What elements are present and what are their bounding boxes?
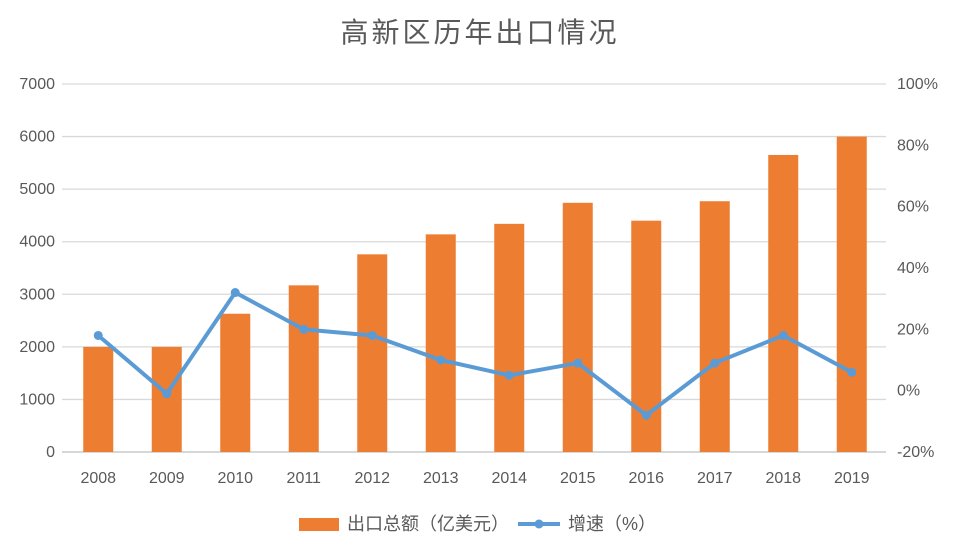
x-axis-label-2013: 2013 <box>423 470 459 487</box>
growth-point-2018 <box>778 330 788 340</box>
left-axis-tick-0: 0 <box>46 444 55 461</box>
growth-point-2013 <box>436 355 446 365</box>
x-axis-label-2011: 2011 <box>287 470 322 487</box>
bar-2019 <box>836 136 867 453</box>
right-axis-tick-40%: 40% <box>897 260 929 277</box>
growth-point-2017 <box>710 358 720 368</box>
x-axis-label-2019: 2019 <box>834 470 870 487</box>
growth-point-2012 <box>367 330 377 340</box>
chart-legend: 出口总额（亿美元） 增速（%） <box>0 509 955 539</box>
right-axis-tick--20%: -20% <box>897 444 934 461</box>
bar-2012 <box>357 254 388 452</box>
left-axis-tick-6000: 6000 <box>19 129 55 146</box>
axis-labels: 0 1000 2000 3000 4000 5000 6000 7000 -20% 0% 20% 40… <box>19 76 938 487</box>
legend-item-exports: 出口总额（亿美元） <box>298 514 509 534</box>
legend-line-marker-icon <box>517 519 560 529</box>
x-axis-label-2010: 2010 <box>217 470 253 487</box>
bar-series <box>83 136 867 453</box>
growth-line <box>96 290 854 418</box>
bar-2014 <box>494 223 525 452</box>
bar-2009 <box>151 346 182 452</box>
bar-2008 <box>83 346 114 452</box>
growth-point-2011 <box>299 324 309 334</box>
x-axis-label-2014: 2014 <box>491 470 527 487</box>
left-axis-tick-7000: 7000 <box>19 76 55 93</box>
growth-point-2019 <box>847 367 857 377</box>
right-axis-tick-100%: 100% <box>897 76 938 93</box>
right-axis-tick-20%: 20% <box>897 321 929 338</box>
bar-2017 <box>699 201 730 452</box>
line-series <box>93 288 857 420</box>
x-axis-label-2016: 2016 <box>628 470 664 487</box>
x-axis-label-2015: 2015 <box>560 470 596 487</box>
x-axis-label-2008: 2008 <box>80 470 116 487</box>
legend-growth-label: 增速（%） <box>567 514 656 534</box>
x-axis-label-2017: 2017 <box>697 470 733 487</box>
growth-point-2008 <box>93 330 103 340</box>
right-axis-tick-60%: 60% <box>897 199 929 216</box>
x-axis-label-2018: 2018 <box>765 470 801 487</box>
bar-2015 <box>562 202 593 452</box>
x-axis-label-2009: 2009 <box>149 470 185 487</box>
left-axis-tick-4000: 4000 <box>19 234 55 251</box>
x-axis-label-2012: 2012 <box>354 470 390 487</box>
legend-item-growth: 增速（%） <box>517 514 656 534</box>
growth-point-2010 <box>230 288 240 298</box>
growth-point-2016 <box>641 410 651 420</box>
left-axis-tick-3000: 3000 <box>19 286 55 303</box>
right-axis-tick-80%: 80% <box>897 137 929 154</box>
bar-2013 <box>425 234 456 452</box>
bar-2011 <box>288 285 319 452</box>
bar-2018 <box>768 154 799 452</box>
left-axis-tick-1000: 1000 <box>19 391 55 408</box>
legend-exports-label: 出口总额（亿美元） <box>346 514 509 534</box>
left-axis-tick-2000: 2000 <box>19 339 55 356</box>
growth-point-2015 <box>573 358 583 368</box>
legend-bar-swatch-icon <box>298 517 339 531</box>
bar-2010 <box>220 313 251 452</box>
growth-point-2014 <box>504 370 514 380</box>
right-axis-tick-0%: 0% <box>897 383 920 400</box>
gridlines <box>62 83 886 453</box>
chart-title: 高新区历年出口情况 <box>340 17 619 49</box>
growth-point-2009 <box>162 389 172 399</box>
left-axis-tick-5000: 5000 <box>19 181 55 198</box>
